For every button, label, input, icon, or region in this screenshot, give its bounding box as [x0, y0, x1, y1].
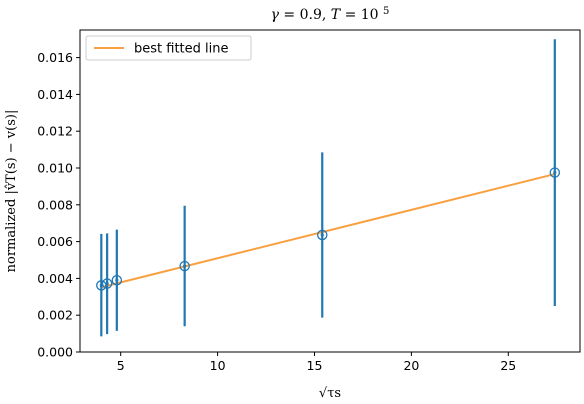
- x-tick-label: 25: [500, 358, 516, 373]
- x-tick-label: 15: [307, 358, 323, 373]
- title-t-equals: = 10: [345, 7, 379, 23]
- title-t-exponent: 5: [383, 6, 389, 17]
- data-point-marker: [101, 278, 113, 289]
- title-gamma-value: = 0.9,: [283, 7, 326, 23]
- plot-frame: [79, 29, 581, 353]
- x-tick-label: 10: [210, 358, 226, 373]
- data-point-marker: [179, 260, 190, 272]
- y-tick-label: 0.012: [37, 124, 73, 139]
- data-point-center: [553, 171, 557, 175]
- y-axis-label: normalized |v̂T(s) − v(s)|: [4, 110, 19, 273]
- y-tick-label: 0.000: [37, 345, 73, 360]
- data-point-marker: [111, 274, 123, 286]
- data-point-marker: [549, 167, 561, 178]
- legend-box: [85, 35, 252, 61]
- x-tick-label: 20: [403, 358, 419, 373]
- data-point-center: [105, 281, 109, 286]
- y-tick-label: 0.014: [37, 87, 73, 102]
- x-tick-label: 5: [117, 358, 125, 373]
- y-tick-label: 0.008: [37, 197, 73, 212]
- y-tick-label: 0.004: [37, 271, 73, 286]
- title-t-symbol: T: [331, 7, 342, 23]
- legend-label: best fitted line: [134, 42, 228, 57]
- plot-area: 5 10 15 20 25 0.000 0.002 0.004 0.006 0.008 0.010 0…: [37, 29, 581, 373]
- data-point-marker: [96, 280, 107, 291]
- title-gamma-symbol: γ: [271, 7, 280, 23]
- y-tick-label: 0.002: [37, 308, 73, 323]
- y-tick-label: 0.010: [37, 161, 73, 176]
- data-point-marker: [316, 229, 328, 241]
- chart-title: γ = 0.9, T = 10 5: [271, 6, 390, 24]
- data-point-center: [115, 278, 119, 282]
- x-axis-label: √τs: [319, 386, 341, 401]
- y-tick-label: 0.016: [37, 50, 73, 65]
- data-point-center: [183, 264, 187, 268]
- data-point-center: [320, 233, 324, 237]
- legend: best fitted line: [85, 35, 252, 61]
- y-tick-label: 0.006: [37, 234, 73, 249]
- best-fitted-line: [101, 173, 556, 289]
